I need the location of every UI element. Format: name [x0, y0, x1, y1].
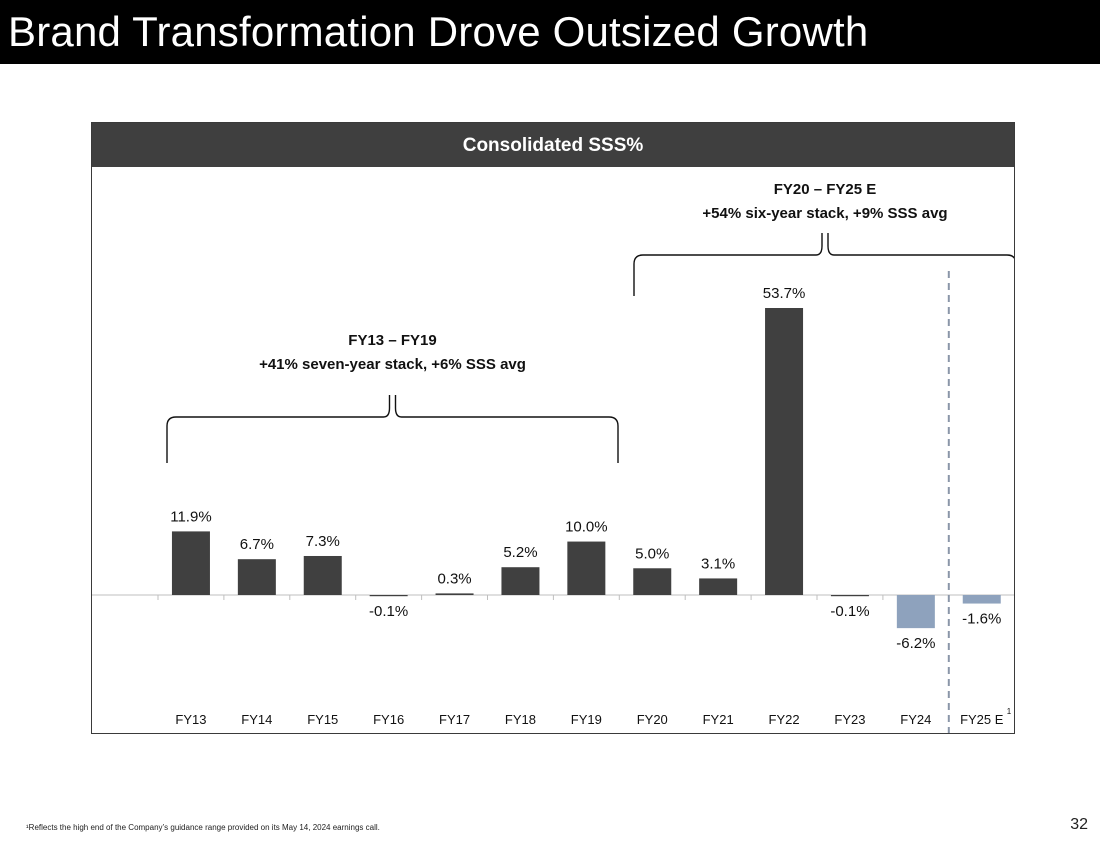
x-tick-label: FY20: [637, 712, 668, 727]
x-tick-label: FY19: [571, 712, 602, 727]
data-label: 11.9%: [170, 508, 211, 525]
data-label: 3.1%: [701, 555, 735, 572]
slide-title: Brand Transformation Drove Outsized Grow…: [8, 8, 869, 55]
x-tick-label: FY25 E: [960, 712, 1004, 727]
bar-fy21: [699, 578, 738, 595]
data-label: 53.7%: [763, 285, 806, 302]
x-tick-label: FY14: [241, 712, 272, 727]
x-tick-label: FY13: [175, 712, 206, 727]
data-label: 5.0%: [635, 545, 669, 562]
title-bar: Brand Transformation Drove Outsized Grow…: [0, 0, 1100, 64]
data-label: 10.0%: [565, 519, 608, 536]
x-tick-label: FY23: [834, 712, 865, 727]
bar-fy25-e: [962, 595, 1001, 604]
data-label: 7.3%: [306, 533, 340, 550]
annotation-subtext: +41% seven-year stack, +6% SSS avg: [259, 356, 526, 373]
data-label: -0.1%: [830, 603, 869, 620]
data-label: -1.6%: [962, 611, 1001, 628]
x-tick-label: FY15: [307, 712, 338, 727]
bar-fy19: [567, 541, 606, 595]
x-tick-label: FY18: [505, 712, 536, 727]
x-tick-label: FY24: [900, 712, 931, 727]
bar-fy17: [435, 593, 474, 595]
bar-fy15: [303, 555, 342, 595]
data-label: -0.1%: [369, 603, 408, 620]
chart-panel: Consolidated SSS% 11.9% FY13 6.7% FY14 7.3% F…: [91, 122, 1015, 734]
bar-fy24: [896, 595, 935, 629]
data-label: 0.3%: [437, 570, 471, 587]
page-number: 32: [1070, 816, 1088, 833]
annotation-subtext: +54% six-year stack, +9% SSS avg: [702, 205, 947, 222]
x-tick-label: FY16: [373, 712, 404, 727]
footnote-marker: 1: [1007, 707, 1012, 716]
data-label: -6.2%: [896, 635, 935, 652]
data-label: 5.2%: [503, 544, 537, 561]
bar-fy16: [369, 595, 408, 597]
annotation-brace: [166, 395, 619, 463]
annotation-heading: FY20 – FY25 E: [774, 181, 877, 198]
annotation-brace: [633, 233, 1014, 296]
sss-bar-chart: 11.9% FY13 6.7% FY14 7.3% FY15 -0.1% FY16 0.3% FY…: [92, 181, 1014, 733]
x-tick-label: FY17: [439, 712, 470, 727]
chart-title: Consolidated SSS%: [92, 123, 1014, 167]
bar-fy18: [501, 567, 540, 595]
annotation-heading: FY13 – FY19: [348, 332, 436, 349]
x-tick-label: FY22: [769, 712, 800, 727]
footnote: ¹Reflects the high end of the Company’s …: [26, 823, 380, 832]
x-tick-label: FY21: [703, 712, 734, 727]
bar-fy20: [633, 568, 672, 595]
bar-fy22: [765, 308, 804, 595]
bar-fy14: [237, 559, 276, 595]
bar-fy13: [171, 531, 210, 595]
bar-fy23: [830, 595, 869, 597]
data-label: 6.7%: [240, 536, 274, 553]
